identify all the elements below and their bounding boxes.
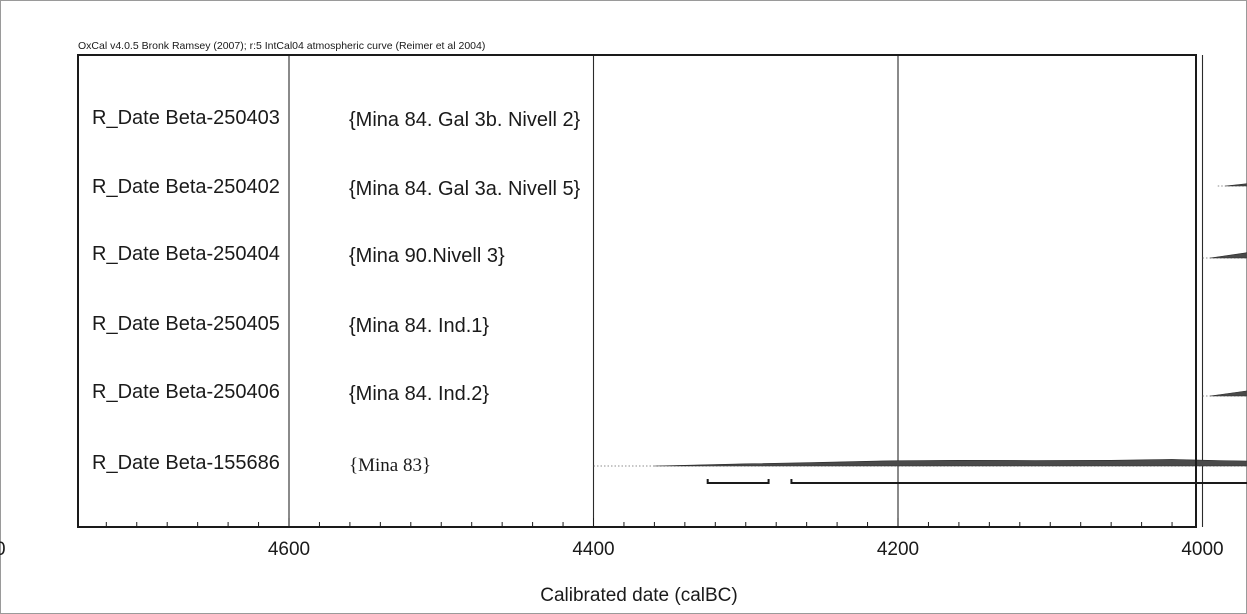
grid-lines [288,55,1204,527]
probability-distribution [1225,183,1247,187]
probability-distribution [654,459,1247,467]
date-context-label: {Mina 84. Ind.1} [349,315,489,337]
date-labels: R_Date Beta-250403 {Mina 84. Gal 3b. Nive… [92,107,581,476]
date-context-label: {Mina 83} [349,455,431,476]
date-name-label: R_Date Beta-155686 [92,452,280,474]
date-context-label: {Mina 84. Ind.2} [349,383,489,405]
date-name-label: R_Date Beta-250405 [92,313,280,335]
x-tick-label: 4000 [1181,539,1223,560]
probability-distribution [1210,252,1247,259]
range-bracket [706,479,770,484]
x-axis-title: Calibrated date (calBC) [540,585,737,606]
probability-ranges [706,479,1247,484]
plot-frame [77,54,1197,528]
date-context-label: {Mina 90.Nivell 3} [349,245,505,267]
x-axis: 4800460044004200400038003600 [0,518,1224,560]
date-name-label: R_Date Beta-250404 [92,243,280,265]
x-tick-label: 4200 [877,539,919,560]
date-name-label: R_Date Beta-250406 [92,381,280,403]
date-name-label: R_Date Beta-250402 [92,176,280,198]
range-bracket [790,479,1247,484]
x-tick-label: 4600 [268,539,310,560]
x-tick-label: 4800 [0,539,6,560]
date-name-label: R_Date Beta-250403 [92,107,280,129]
date-context-label: {Mina 84. Gal 3b. Nivell 2} [349,109,581,131]
oxcal-credit: OxCal v4.0.5 Bronk Ramsey (2007); r:5 In… [78,40,485,52]
probability-distributions [654,183,1247,467]
x-tick-label: 4400 [572,539,614,560]
probability-distribution [1210,390,1247,397]
date-context-label: {Mina 84. Gal 3a. Nivell 5} [349,178,581,200]
